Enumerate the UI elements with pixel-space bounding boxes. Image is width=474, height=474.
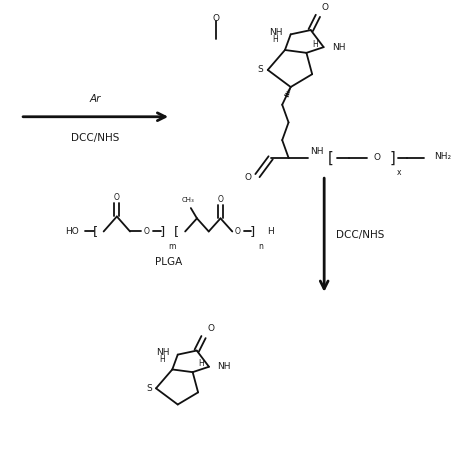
Text: NH: NH	[218, 362, 231, 371]
Text: m: m	[168, 242, 175, 251]
Text: [: [	[93, 225, 98, 238]
Text: NH: NH	[156, 348, 169, 357]
Text: NH₂: NH₂	[434, 152, 451, 161]
Text: O: O	[322, 3, 328, 12]
Text: O: O	[212, 14, 219, 23]
Text: HO: HO	[65, 227, 79, 236]
Text: O: O	[245, 173, 252, 182]
Text: NH: NH	[332, 43, 346, 52]
Text: DCC/NHS: DCC/NHS	[72, 133, 120, 143]
Text: H: H	[272, 36, 278, 45]
Text: [: [	[328, 150, 334, 165]
Text: Ar: Ar	[90, 94, 101, 104]
Text: n: n	[258, 242, 263, 251]
Text: O: O	[374, 153, 381, 162]
Text: CH₃: CH₃	[182, 197, 194, 203]
Text: ]: ]	[250, 225, 255, 238]
Text: O: O	[218, 195, 223, 204]
Text: H: H	[312, 40, 318, 49]
Text: O: O	[207, 324, 214, 333]
Text: O: O	[235, 227, 241, 236]
Text: NH: NH	[269, 27, 282, 36]
Text: S: S	[146, 384, 152, 393]
Text: O: O	[114, 193, 120, 202]
Text: NH: NH	[310, 147, 323, 156]
Text: H: H	[159, 355, 165, 364]
Text: [: [	[174, 225, 179, 238]
Text: H: H	[198, 359, 204, 368]
Text: ]: ]	[389, 150, 395, 165]
Text: H: H	[267, 227, 273, 236]
Text: ]: ]	[160, 225, 165, 238]
Text: x: x	[397, 168, 401, 177]
Text: O: O	[144, 227, 150, 236]
Text: DCC/NHS: DCC/NHS	[336, 230, 384, 240]
Text: PLGA: PLGA	[155, 257, 182, 267]
Text: S: S	[258, 65, 264, 74]
